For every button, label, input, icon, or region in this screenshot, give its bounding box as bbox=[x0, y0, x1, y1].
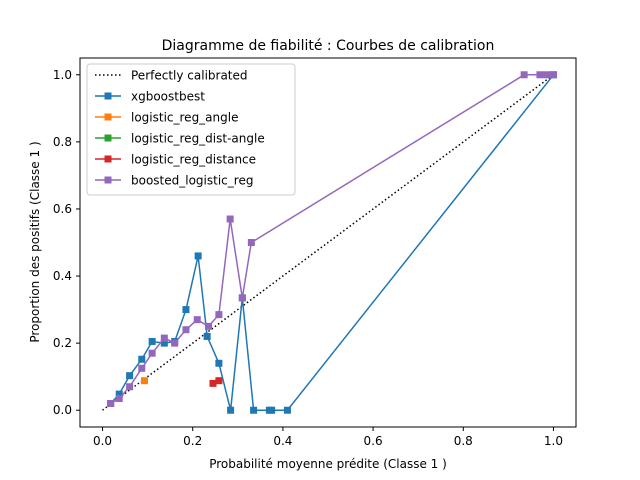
legend-swatch-marker bbox=[104, 176, 112, 184]
data-point-boosted-logistic-reg bbox=[520, 71, 528, 79]
data-point-logistic-reg-angle bbox=[140, 377, 148, 385]
data-point-xgboostbest bbox=[160, 339, 168, 347]
data-point-boosted-logistic-reg bbox=[226, 215, 234, 223]
data-point-boosted-logistic-reg bbox=[536, 71, 544, 79]
legend-entry-label: xgboostbest bbox=[131, 90, 205, 104]
legend-entry-label: Perfectly calibrated bbox=[131, 69, 248, 83]
data-point-boosted-logistic-reg bbox=[115, 394, 123, 402]
data-point-xgboostbest bbox=[227, 406, 235, 414]
legend-entry-label: logistic_reg_distance bbox=[131, 153, 256, 167]
data-point-xgboostbest bbox=[148, 337, 156, 345]
data-point-boosted-logistic-reg bbox=[205, 322, 213, 330]
data-point-xgboostbest bbox=[203, 332, 211, 340]
data-point-logistic-reg-distance bbox=[215, 377, 223, 385]
data-point-xgboostbest bbox=[126, 372, 134, 380]
y-axis-label: Proportion des positifs (Classe 1 ) bbox=[28, 141, 42, 342]
data-point-xgboostbest bbox=[283, 406, 291, 414]
data-point-boosted-logistic-reg bbox=[215, 311, 223, 319]
plot-area bbox=[102, 71, 557, 414]
legend-swatch-marker bbox=[104, 155, 112, 163]
x-axis-label: Probabilité moyenne prédite (Classe 1 ) bbox=[209, 457, 447, 471]
y-axis-ticks: 0.0 0.2 0.4 0.6 0.8 1.0 bbox=[53, 68, 80, 417]
x-tick-label: 0.0 bbox=[93, 434, 112, 448]
data-point-boosted-logistic-reg bbox=[543, 71, 551, 79]
data-point-boosted-logistic-reg bbox=[126, 383, 134, 391]
data-point-xgboostbest bbox=[268, 406, 276, 414]
data-point-boosted-logistic-reg bbox=[171, 339, 179, 347]
data-point-boosted-logistic-reg bbox=[193, 316, 201, 324]
data-point-boosted-logistic-reg bbox=[549, 71, 557, 79]
y-tick-label: 0.4 bbox=[53, 269, 72, 283]
legend-swatch-marker bbox=[104, 92, 112, 100]
y-tick-label: 0.6 bbox=[53, 202, 72, 216]
data-point-xgboostbest bbox=[182, 306, 190, 314]
data-point-xgboostbest bbox=[215, 359, 223, 367]
x-tick-label: 0.2 bbox=[183, 434, 202, 448]
data-point-xgboostbest bbox=[250, 406, 258, 414]
legend-entry-label: logistic_reg_angle bbox=[131, 111, 238, 125]
legend-swatch-marker bbox=[104, 113, 112, 121]
data-point-boosted-logistic-reg bbox=[238, 294, 246, 302]
x-tick-label: 0.4 bbox=[273, 434, 292, 448]
x-axis-ticks: 0.0 0.2 0.4 0.6 0.8 1.0 bbox=[93, 427, 563, 448]
data-point-boosted-logistic-reg bbox=[160, 334, 168, 342]
x-tick-label: 0.8 bbox=[454, 434, 473, 448]
x-tick-label: 0.6 bbox=[364, 434, 383, 448]
legend-box bbox=[86, 63, 296, 196]
legend-swatch-marker bbox=[104, 134, 112, 142]
legend-entry-label: logistic_reg_dist-angle bbox=[131, 132, 265, 146]
data-point-xgboostbest bbox=[115, 390, 123, 398]
data-point-xgboostbest bbox=[138, 355, 146, 363]
y-tick-label: 0.8 bbox=[53, 135, 72, 149]
data-point-boosted-logistic-reg bbox=[138, 364, 146, 372]
data-point-boosted-logistic-reg bbox=[107, 400, 115, 408]
data-point-boosted-logistic-reg bbox=[148, 349, 156, 357]
legend: Perfectly calibrated xgboostbest logistic_… bbox=[86, 63, 296, 196]
data-point-logistic-reg-distance bbox=[209, 379, 217, 387]
legend-entry-label: boosted_logistic_reg bbox=[131, 174, 253, 188]
y-tick-label: 0.0 bbox=[53, 403, 72, 417]
data-point-boosted-logistic-reg bbox=[247, 239, 255, 246]
axes-frame bbox=[79, 57, 577, 428]
data-point-xgboostbest bbox=[194, 252, 202, 260]
data-point-boosted-logistic-reg bbox=[182, 326, 190, 334]
series-line-perfectly-calibrated bbox=[102, 74, 554, 411]
chart-title: Diagramme de fiabilité : Courbes de cali… bbox=[162, 38, 495, 54]
y-tick-label: 0.2 bbox=[53, 336, 72, 350]
y-tick-label: 1.0 bbox=[53, 68, 72, 82]
x-tick-label: 1.0 bbox=[544, 434, 563, 448]
